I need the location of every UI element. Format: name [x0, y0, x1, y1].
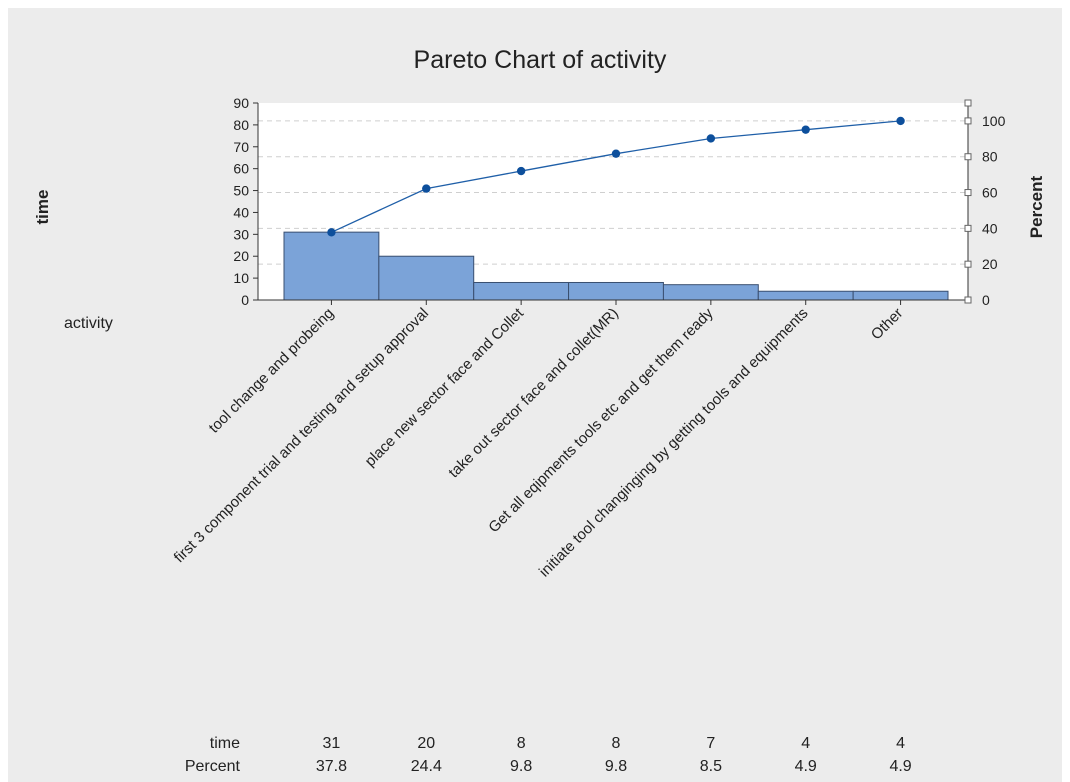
y-tick-label: 40 — [233, 204, 249, 220]
cumulative-point — [422, 184, 431, 193]
table-time-value: 8 — [517, 735, 526, 752]
table-time-value: 4 — [801, 735, 810, 752]
bar — [662, 284, 759, 301]
y-tick-label: 60 — [233, 161, 249, 177]
x-axis-label: activity — [64, 315, 113, 332]
y-tick-label: 80 — [233, 117, 249, 133]
cumulative-point — [327, 228, 336, 237]
y2-tick-marker — [964, 153, 972, 161]
y2-tick-marker — [964, 260, 972, 268]
table-percent-value: 4.9 — [795, 758, 817, 775]
y-tick-label: 0 — [241, 292, 249, 308]
cumulative-point — [611, 149, 621, 158]
table-time-value: 20 — [417, 735, 435, 752]
y-tick-label: 70 — [233, 139, 249, 155]
y2-tick-label: 0 — [982, 292, 990, 308]
y2-tick-label: 40 — [982, 220, 998, 236]
cumulative-point — [896, 116, 905, 126]
table-time-value: 8 — [612, 735, 621, 752]
y2-tick-marker — [964, 224, 972, 232]
bar — [568, 281, 664, 301]
y2-tick-label: 80 — [982, 149, 998, 165]
y2-tick-label: 20 — [982, 256, 998, 272]
table-percent-value: 8.5 — [700, 758, 722, 775]
bar — [852, 290, 949, 301]
y2-tick-marker — [964, 189, 972, 197]
table-percent-value: 24.4 — [411, 758, 442, 775]
cumulative-point — [706, 134, 716, 143]
y2-tick-marker — [964, 117, 972, 125]
table-time-value: 4 — [896, 735, 905, 752]
y-axis-label: time — [33, 190, 52, 225]
table-row-label-time: time — [210, 735, 240, 752]
table-percent-value: 37.8 — [316, 758, 347, 775]
y2-tick-label: 100 — [982, 113, 1006, 129]
table-time-value: 7 — [706, 735, 715, 752]
y2-axis-end-marker — [964, 99, 972, 107]
bar — [378, 255, 475, 301]
y-tick-label: 50 — [233, 183, 249, 199]
table-percent-value: 9.8 — [605, 758, 627, 775]
bar — [283, 231, 380, 301]
table-percent-value: 4.9 — [889, 758, 911, 775]
bar — [757, 290, 854, 301]
table-row-label-percent: Percent — [185, 758, 241, 775]
y-tick-label: 10 — [233, 270, 249, 286]
y-tick-label: 90 — [233, 95, 249, 111]
y-tick-label: 30 — [233, 226, 249, 242]
chart-title: Pareto Chart of activity — [414, 46, 667, 74]
cumulative-point — [516, 166, 526, 176]
y-tick-label: 20 — [233, 248, 249, 264]
y2-tick-marker — [964, 296, 972, 304]
bar — [473, 281, 570, 301]
cumulative-point — [801, 125, 810, 134]
table-time-value: 31 — [323, 735, 341, 752]
y2-tick-label: 60 — [982, 185, 998, 201]
table-percent-value: 9.8 — [510, 758, 532, 775]
y2-axis-label: Percent — [1027, 175, 1046, 238]
